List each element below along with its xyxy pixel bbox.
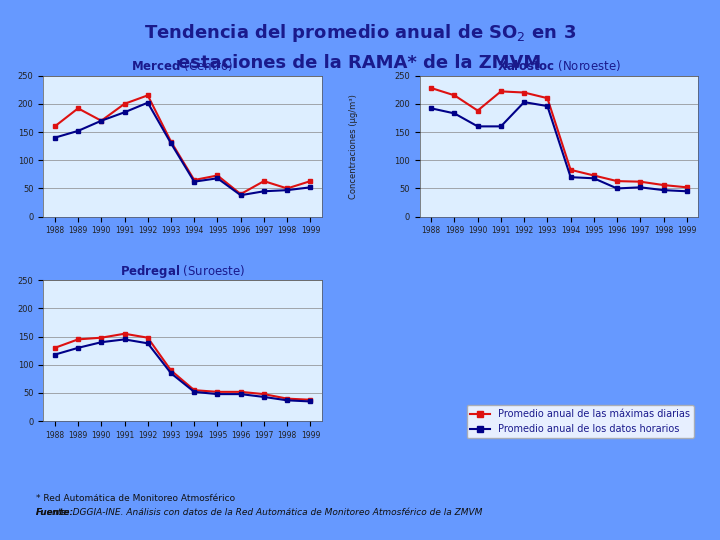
Text: Fuente:: Fuente: <box>36 508 74 517</box>
Text: estaciones de la RAMA* de la ZMVM: estaciones de la RAMA* de la ZMVM <box>179 54 541 72</box>
Text: Tendencia del promedio anual de SO$_2$ en 3: Tendencia del promedio anual de SO$_2$ e… <box>144 22 576 44</box>
Title: $\bf{Pedregal}$ (Suroeste): $\bf{Pedregal}$ (Suroeste) <box>120 262 246 280</box>
Title: $\bf{Xalostoc}$ (Noroeste): $\bf{Xalostoc}$ (Noroeste) <box>497 58 621 73</box>
Text: Fuente: DGGIA-INE. Análisis con datos de la Red Automática de Monitoreo Atmosfér: Fuente: DGGIA-INE. Análisis con datos de… <box>36 508 482 517</box>
Text: * Red Automática de Monitoreo Atmosférico: * Red Automática de Monitoreo Atmosféric… <box>36 494 235 503</box>
Title: $\bf{Merced}$ (Centro): $\bf{Merced}$ (Centro) <box>132 58 234 73</box>
Y-axis label: Concentraciones (µg/m³): Concentraciones (µg/m³) <box>349 94 359 199</box>
Legend: Promedio anual de las máximas diarias, Promedio anual de los datos horarios: Promedio anual de las máximas diarias, P… <box>467 406 693 438</box>
